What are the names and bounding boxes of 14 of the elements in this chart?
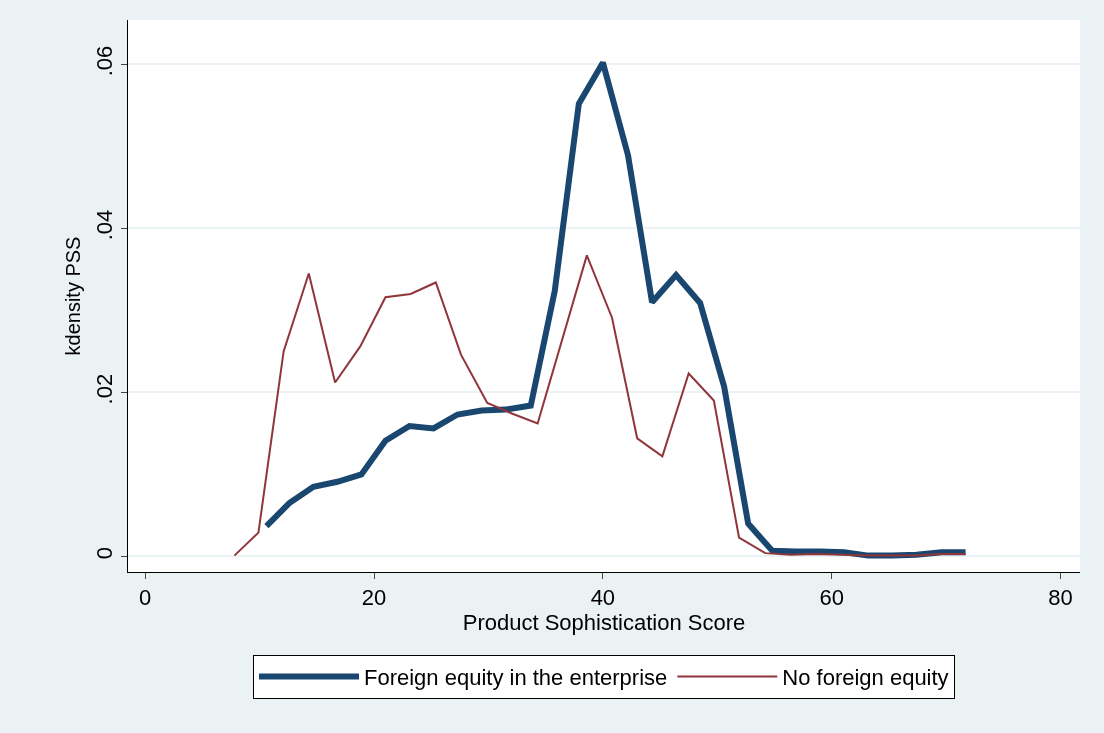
x-tick-label: 40 — [590, 585, 616, 611]
x-axis-title: Product Sophistication Score — [462, 610, 746, 636]
y-tick-label: .02 — [92, 373, 118, 405]
legend-label: No foreign equity — [782, 665, 949, 691]
x-tick-label: 80 — [1048, 585, 1073, 611]
x-tick-label: 0 — [139, 585, 152, 611]
y-axis-title: kdensity PSS — [61, 236, 84, 356]
legend-label: Foreign equity in the enterprise — [364, 665, 668, 691]
y-tick-label: 0 — [92, 546, 118, 560]
x-tick-label: 20 — [361, 585, 387, 611]
y-tick-label: .06 — [92, 45, 118, 77]
x-tick-label: 60 — [819, 585, 844, 611]
line-series — [233, 254, 967, 557]
y-tick-label: .04 — [92, 209, 118, 241]
